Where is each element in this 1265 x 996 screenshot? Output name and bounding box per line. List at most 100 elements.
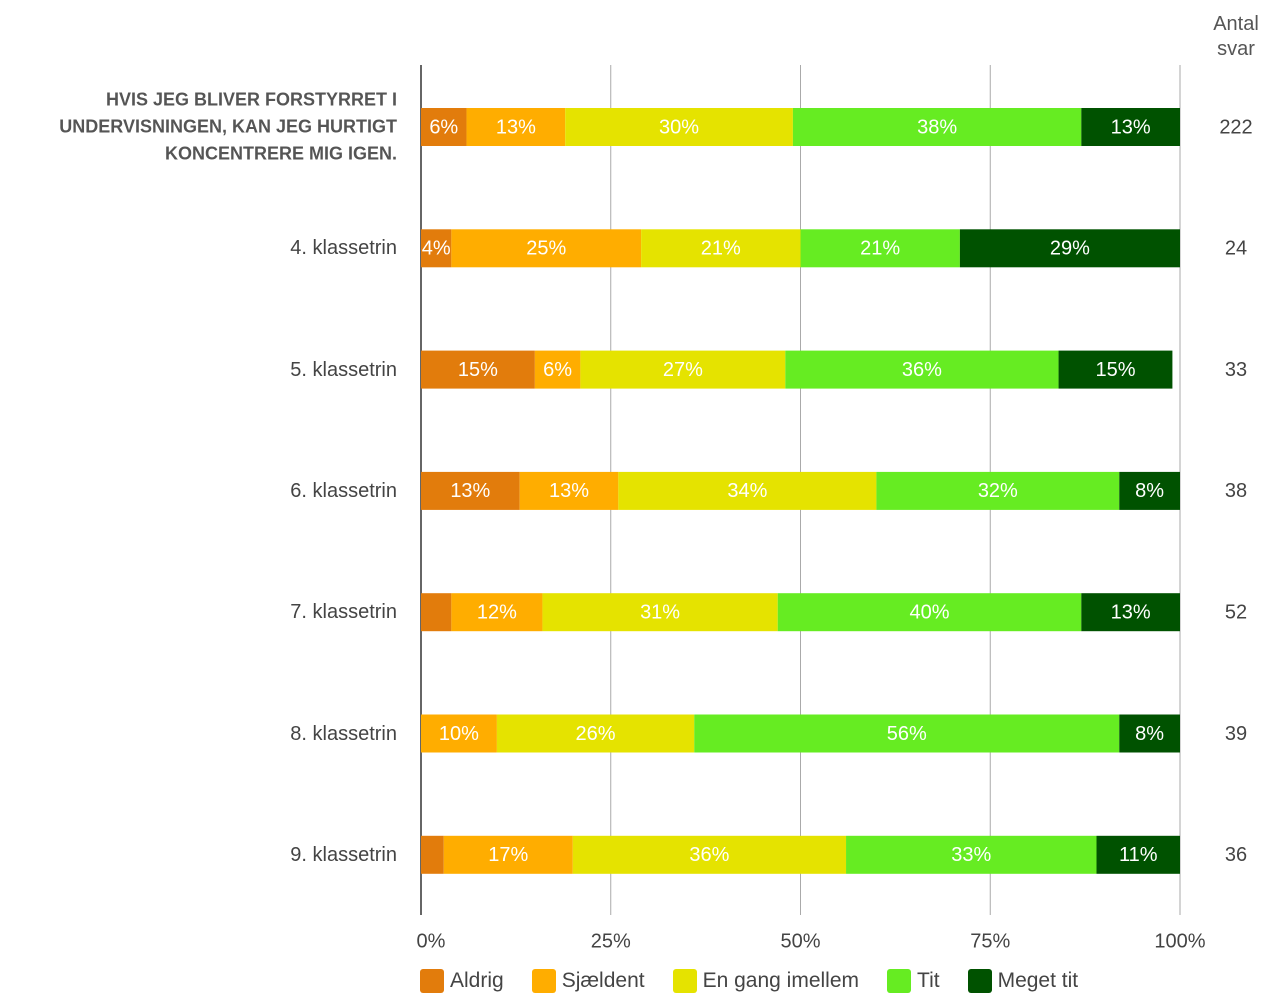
bar-segment: [694, 714, 1120, 753]
bar-segment: [792, 108, 1082, 146]
data-label: 13%: [549, 480, 589, 502]
bar-segment: [785, 350, 1059, 389]
bar-segment: [421, 593, 452, 632]
legend-item: En gang imellem: [672, 969, 860, 993]
data-label: 6%: [543, 359, 572, 381]
data-label: 31%: [640, 601, 680, 623]
data-label: 32%: [978, 480, 1018, 502]
legend-label: Meget tit: [997, 969, 1079, 992]
bar-segment: [1119, 471, 1180, 510]
bar-segment: [1096, 835, 1180, 874]
data-label: 36%: [689, 844, 729, 866]
x-tick-label: 0%: [417, 930, 446, 952]
legend-label: Aldrig: [450, 969, 504, 992]
data-label: 40%: [910, 601, 950, 623]
bar-segment: [466, 108, 566, 146]
data-label: 11%: [1119, 844, 1158, 866]
data-label: 29%: [1050, 238, 1090, 260]
data-label: 56%: [887, 723, 927, 745]
bar-segment: [443, 835, 573, 874]
legend-swatch: [887, 969, 912, 993]
count-label: 52: [1225, 601, 1247, 623]
x-tick-label: 25%: [591, 930, 631, 952]
count-label: 36: [1225, 844, 1247, 866]
count-label: 222: [1219, 116, 1252, 138]
bar-segment: [618, 471, 877, 510]
bar-segment: [876, 471, 1120, 510]
count-label: 24: [1225, 238, 1247, 260]
legend-label: Sjældent: [561, 969, 645, 992]
bar-segment: [519, 471, 619, 510]
category-label: 6. klassetrin: [290, 479, 397, 502]
data-label: 8%: [1135, 723, 1164, 745]
data-label: 6%: [429, 116, 458, 138]
legend-swatch: [531, 969, 556, 993]
data-label: 25%: [526, 238, 566, 260]
data-label: 13%: [1111, 116, 1151, 138]
data-label: 33%: [951, 844, 991, 866]
bar-segment: [959, 229, 1180, 268]
data-label: 21%: [860, 238, 900, 260]
bar-segment: [421, 350, 535, 389]
data-label: 13%: [1111, 601, 1151, 623]
bar-segment: [421, 471, 520, 510]
bar-segment: [1081, 108, 1180, 146]
bar-segment: [496, 714, 695, 753]
x-tick-label: 50%: [780, 930, 820, 952]
data-label: 4%: [422, 238, 451, 260]
count-label: 39: [1225, 723, 1247, 745]
data-label: 15%: [1095, 359, 1135, 381]
data-label: 26%: [576, 723, 616, 745]
legend: Aldrig Sjældent En gang imellem Tit Meget ti…: [420, 969, 1078, 993]
bar-segment: [777, 593, 1082, 632]
legend-swatch: [967, 969, 992, 993]
bar-segment: [572, 835, 847, 874]
data-label: 36%: [902, 359, 942, 381]
data-label: 13%: [496, 116, 536, 138]
x-tick-label: 100%: [1154, 930, 1205, 952]
bar-segment: [800, 229, 960, 268]
bar-segment: [846, 835, 1097, 874]
data-label: 34%: [727, 480, 767, 502]
bar-segment: [534, 350, 581, 389]
category-label: 8. klassetrin: [290, 722, 397, 745]
bar-segment: [421, 229, 452, 268]
bar-segment: [641, 229, 801, 268]
category-label: 9. klassetrin: [290, 843, 397, 866]
bar-segment: [565, 108, 793, 146]
data-label: 21%: [701, 238, 741, 260]
bar-segment: [421, 108, 467, 146]
data-label: 38%: [917, 116, 957, 138]
legend-item: Meget tit: [967, 969, 1079, 993]
legend-swatch: [672, 969, 697, 993]
count-label: 33: [1225, 359, 1247, 381]
x-tick-label: 75%: [970, 930, 1010, 952]
category-label: 7. klassetrin: [290, 601, 397, 624]
bar-segment: [1119, 714, 1180, 753]
legend-label: En gang imellem: [702, 969, 860, 992]
bar-segment: [1081, 593, 1180, 632]
category-label: HVIS JEG BLIVER FORSTYRRET I UNDERVISNIN…: [59, 89, 397, 164]
count-title: Antal svar: [1213, 13, 1259, 60]
bar-segment: [451, 229, 642, 268]
legend-item: Sjældent: [531, 969, 645, 993]
data-label: 17%: [488, 844, 528, 866]
legend-item: Tit: [887, 969, 940, 993]
data-label: 8%: [1135, 480, 1164, 502]
legend-label: Tit: [917, 969, 940, 992]
bar-segment: [421, 835, 444, 874]
data-label: 10%: [439, 723, 479, 745]
data-label: 13%: [450, 480, 490, 502]
bar-segment: [542, 593, 778, 632]
category-label: 5. klassetrin: [290, 358, 397, 381]
bar-segment: [580, 350, 786, 389]
bar-segment: [451, 593, 543, 632]
data-label: 27%: [663, 359, 703, 381]
legend-item: Aldrig: [420, 969, 504, 993]
data-label: 30%: [659, 116, 699, 138]
count-label: 38: [1225, 480, 1247, 502]
bar-segment: [1058, 350, 1173, 389]
data-label: 12%: [477, 601, 517, 623]
